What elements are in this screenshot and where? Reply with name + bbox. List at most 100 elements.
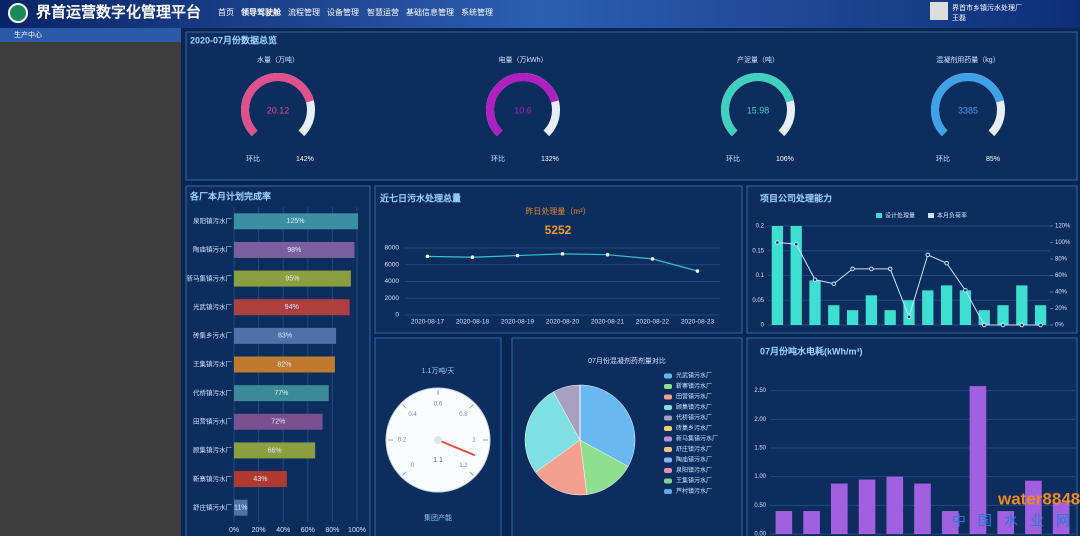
y-tick-label: 0 (395, 312, 399, 319)
legend-label[interactable]: 新马集镇污水厂 (676, 435, 718, 443)
y-tick-label: 靳寨镇污水厂 (193, 474, 233, 483)
legend-label[interactable]: 芦村镇污水厂 (676, 487, 712, 495)
point (605, 252, 610, 257)
legend-swatch (664, 426, 672, 431)
sidebar (0, 28, 181, 536)
nav-item[interactable]: 系统管理 (461, 7, 493, 17)
legend-label[interactable]: 靳寨镇污水厂 (676, 382, 712, 390)
value-label: 77% (274, 390, 288, 397)
legend-label[interactable]: 陶庙镇污水厂 (676, 456, 712, 464)
logo (8, 3, 28, 23)
gauge-title: 1.1万吨/天 (422, 366, 455, 375)
bar (969, 386, 987, 534)
gauge-label: 混凝剂用药量（kg） (936, 55, 999, 64)
legend-label[interactable]: 光武镇污水厂 (676, 372, 712, 380)
y2-tick-label: 0% (1055, 323, 1064, 329)
legend-label[interactable]: 本月负荷率 (937, 212, 967, 220)
user-org[interactable]: 界首市乡镇污水处理厂 (952, 3, 1022, 12)
y2-tick-label: 60% (1055, 273, 1068, 279)
bar (941, 511, 959, 534)
bar (234, 299, 350, 316)
legend-swatch (664, 468, 672, 473)
legend-label[interactable]: 田营镇污水厂 (676, 393, 712, 401)
pie-slice (579, 384, 636, 467)
legend-swatch (664, 415, 672, 421)
legend-label[interactable]: 设计处理量 (885, 212, 915, 220)
y-tick-label: 1.00 (754, 474, 766, 480)
bar (809, 280, 821, 325)
x-tick-label: 2020-08-22 (636, 319, 670, 326)
y-tick-label: 0.1 (756, 273, 765, 279)
nav-item[interactable]: 流程管理 (288, 7, 320, 17)
point (831, 281, 837, 287)
nav-item[interactable]: 智慧运营 (367, 7, 399, 17)
pie-slice (524, 391, 581, 473)
nav-item[interactable]: 基础信息管理 (406, 7, 454, 17)
nav-item[interactable]: 领导驾驶舱 (241, 7, 282, 17)
nav-item[interactable]: 首页 (218, 7, 234, 17)
y2-tick-label: 20% (1055, 306, 1068, 312)
legend-label[interactable]: 王集镇污水厂 (676, 477, 712, 485)
y-tick-label: 代桥镇污水厂 (193, 388, 233, 397)
value-label: 72% (271, 419, 285, 426)
legend-swatch (664, 457, 672, 463)
y-tick-label: 光武镇污水厂 (193, 302, 233, 311)
bar (884, 310, 896, 325)
legend-swatch (664, 436, 672, 442)
legend-swatch (664, 373, 672, 379)
watermark-brand: water8848 (997, 489, 1080, 508)
bar (234, 442, 316, 459)
gauge-value: 15.98 (747, 105, 770, 115)
dial-label: 0.8 (459, 412, 468, 418)
legend-label[interactable]: 舒庄镇污水厂 (676, 445, 712, 453)
bar (234, 270, 351, 287)
ratio-value: 106% (776, 156, 794, 163)
value-label: 94% (285, 304, 299, 311)
sidebar-item[interactable]: 生产中心 (14, 30, 42, 39)
y-tick-label: 2000 (385, 295, 400, 302)
user-name[interactable]: 王磊 (952, 14, 966, 22)
bar (978, 310, 990, 325)
legend-label[interactable]: 泉阳镇污水厂 (676, 466, 712, 474)
x-tick-label: 40% (276, 527, 290, 534)
dial-label: 0 (411, 463, 415, 469)
pie-slice (535, 439, 588, 496)
y-tick-label: 0.15 (752, 248, 764, 254)
point (1000, 322, 1006, 328)
legend-label[interactable]: 代桥镇污水厂 (676, 414, 712, 422)
dial-label: 1.2 (459, 463, 468, 469)
x-tick-label: 2020-08-21 (591, 319, 625, 326)
panel (746, 337, 1078, 536)
dial-tick (469, 404, 474, 409)
value-label: 66% (268, 447, 282, 454)
gauge-footer: 集团产能 (424, 513, 452, 522)
x-tick-label: 2020-08-23 (681, 319, 715, 326)
x-tick-label: 2020-08-17 (411, 319, 445, 326)
y-tick-label: 0.00 (754, 532, 766, 536)
bar (234, 356, 335, 373)
legend-swatch (664, 489, 672, 494)
legend-label[interactable]: 砖集乡污水厂 (676, 424, 712, 432)
point (1038, 322, 1043, 328)
x-tick-label: 2020-08-20 (546, 319, 580, 326)
legend-label[interactable]: 顾集镇污水厂 (676, 403, 712, 411)
gauge-label: 产泥量（吨） (737, 55, 779, 64)
y-tick-label: 泉阳镇污水厂 (193, 216, 233, 225)
bar (886, 476, 904, 534)
x-tick-label: 20% (252, 527, 266, 534)
bar (234, 213, 358, 230)
bar (775, 511, 793, 534)
bar (858, 479, 876, 534)
x-tick-label: 2020-08-18 (456, 319, 490, 326)
bar (771, 226, 784, 325)
ratio-label: 环比 (726, 154, 740, 163)
nav-item[interactable]: 设备管理 (327, 7, 359, 17)
bar (1052, 502, 1070, 534)
legend-swatch (876, 213, 882, 218)
ratio-value: 85% (986, 156, 1000, 163)
kpi-label: 昨日处理量（m³） (525, 206, 590, 216)
point (470, 255, 475, 260)
dial-label: 0.6 (434, 402, 443, 408)
